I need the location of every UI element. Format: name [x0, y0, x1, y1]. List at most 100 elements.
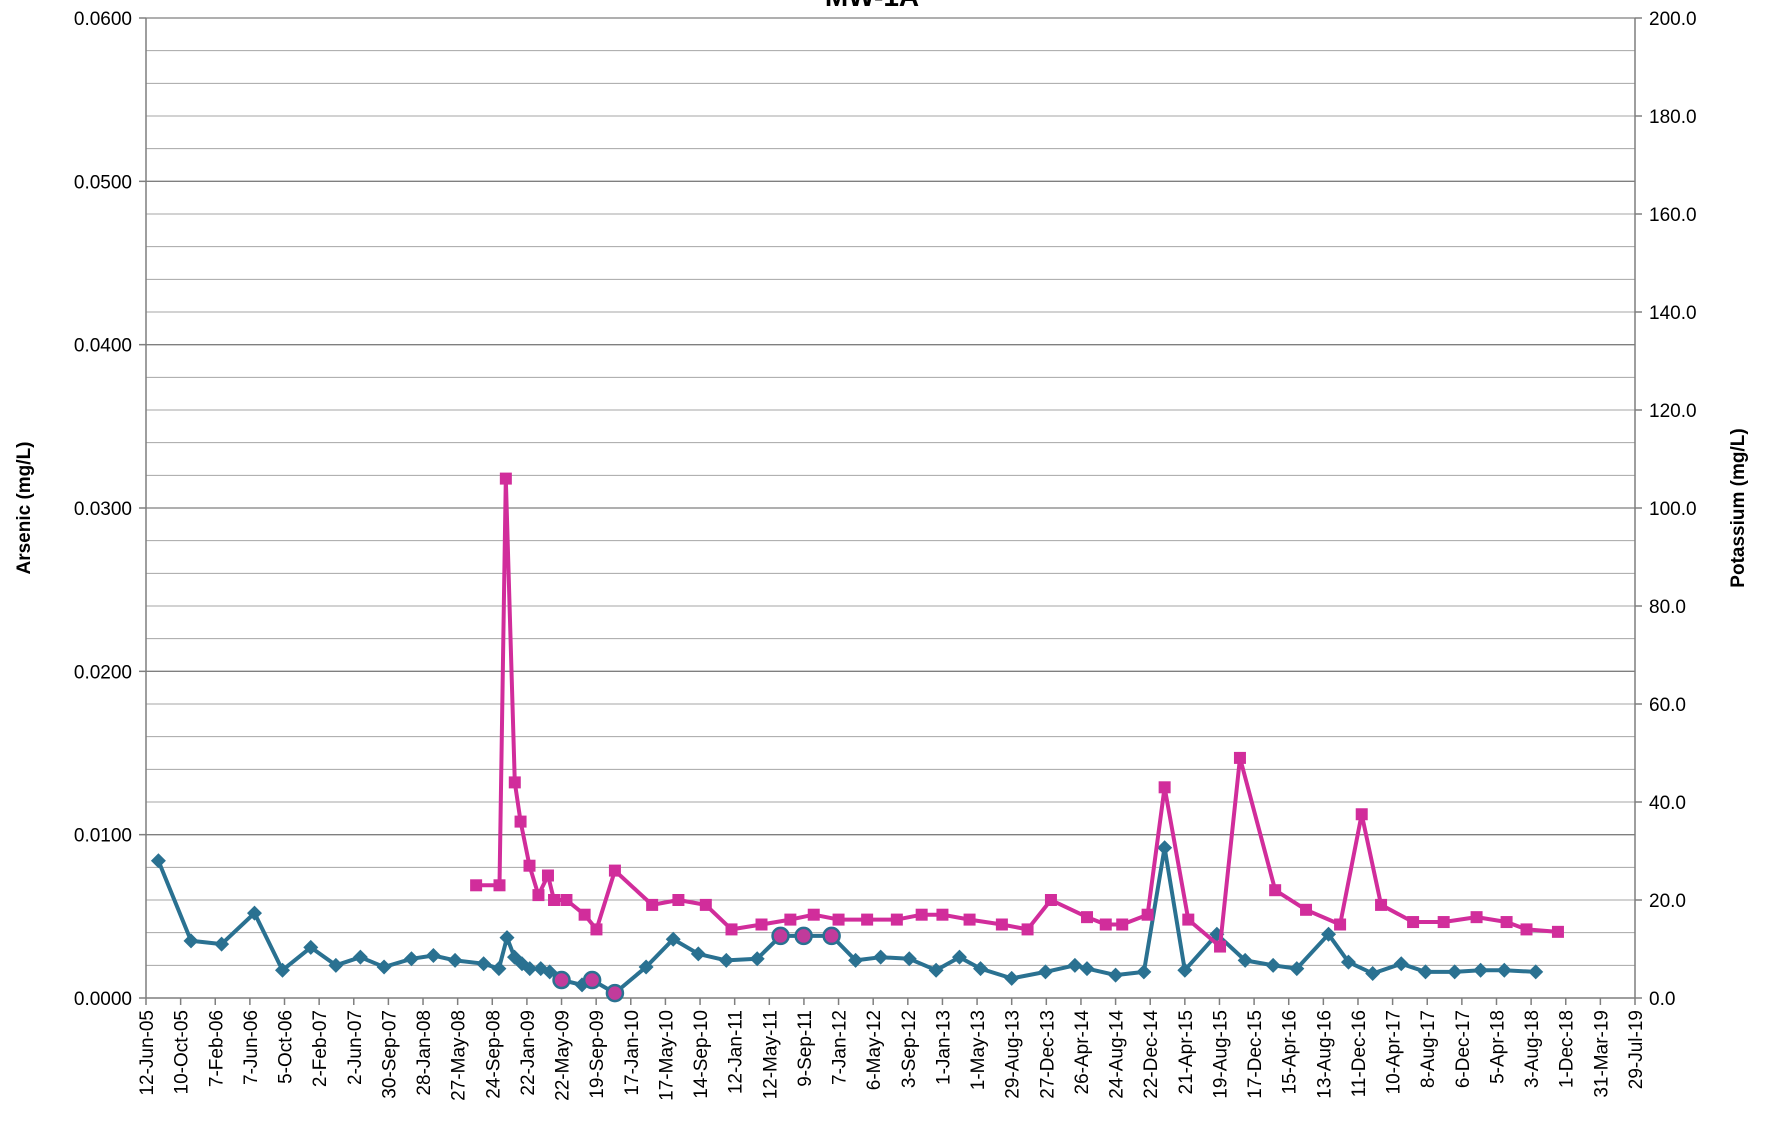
x-tick-label: 7-Jun-06 — [241, 1010, 262, 1085]
right-axis-ticks: 0.0 20.0 40.0 60.0 80.0 100.0 120.0 140.0 160.0 1… — [1635, 9, 1697, 1010]
x-tick-label: 5-Oct-06 — [276, 1010, 297, 1084]
arsenic-point — [1177, 962, 1193, 978]
potassium-point — [1551, 925, 1564, 938]
arsenic-point — [274, 962, 290, 978]
arsenic-point — [1473, 962, 1489, 978]
potassium-point — [470, 879, 483, 892]
arsenic-point — [1067, 957, 1083, 973]
x-tick-label: 2-Jun-07 — [345, 1010, 366, 1085]
x-tick-label: 17-Dec-15 — [1245, 1010, 1266, 1099]
arsenic-point — [1418, 964, 1434, 980]
x-tick-label: 22-Jan-09 — [518, 1010, 539, 1096]
arsenic-point — [1136, 964, 1152, 980]
potassium-point — [493, 879, 506, 892]
x-tick-label: 27-May-08 — [449, 1010, 470, 1101]
right-tick-label: 180.0 — [1649, 107, 1697, 128]
x-tick-label: 24-Sep-08 — [483, 1010, 504, 1099]
arsenic-point — [499, 930, 515, 946]
potassium-point — [1158, 781, 1171, 794]
arsenic-point — [1340, 954, 1356, 970]
potassium-point — [1099, 918, 1112, 931]
x-tick-label: 13-Aug-16 — [1314, 1010, 1335, 1099]
x-tick-label: 22-Dec-14 — [1141, 1010, 1162, 1099]
potassium-point — [1021, 923, 1034, 936]
potassium-point — [1300, 903, 1313, 916]
potassium-point — [672, 894, 685, 906]
x-axis-ticks: 12-Jun-05 10-Oct-05 7-Feb-06 7-Jun-06 5-Oct-… — [137, 998, 1647, 1101]
x-tick-label: 11-Dec-16 — [1349, 1010, 1370, 1097]
arsenic-point — [1365, 966, 1381, 981]
x-tick-label: 12-Jan-11 — [726, 1010, 747, 1094]
arsenic-point — [491, 961, 507, 977]
left-tick-label: 0.0600 — [74, 9, 132, 30]
right-tick-label: 160.0 — [1649, 205, 1697, 226]
potassium-point — [1355, 808, 1368, 821]
x-tick-label: 30-Sep-07 — [379, 1010, 400, 1099]
potassium-point — [578, 908, 591, 921]
arsenic-point — [901, 951, 917, 967]
arsenic-point — [605, 983, 625, 1003]
x-tick-label: 6-May-12 — [864, 1010, 885, 1090]
potassium-point — [560, 894, 573, 906]
arsenic-point — [822, 926, 841, 946]
potassium-point — [890, 913, 903, 926]
potassium-point — [755, 918, 768, 931]
x-tick-label: 12-Jun-05 — [137, 1010, 158, 1096]
arsenic-point — [1393, 956, 1409, 972]
gridlines — [146, 17, 1635, 966]
arsenic-point — [303, 939, 319, 955]
x-tick-label: 2-Feb-07 — [310, 1010, 331, 1087]
right-tick-label: 60.0 — [1649, 695, 1686, 716]
left-tick-label: 0.0100 — [74, 826, 132, 847]
arsenic-point — [447, 952, 463, 968]
arsenic-point — [718, 952, 734, 968]
x-tick-label: 17-May-10 — [656, 1010, 677, 1101]
potassium-point — [1044, 894, 1057, 906]
x-tick-label: 28-Jan-08 — [414, 1010, 435, 1096]
potassium-point — [1334, 918, 1347, 931]
potassium-point — [963, 913, 976, 926]
potassium-point — [936, 908, 949, 921]
x-tick-label: 29-Jul-19 — [1626, 1010, 1647, 1089]
potassium-point — [699, 898, 712, 911]
arsenic-point — [951, 949, 967, 965]
potassium-point — [1520, 923, 1533, 936]
right-tick-label: 40.0 — [1649, 793, 1686, 814]
potassium-point — [590, 923, 603, 936]
arsenic-point — [1108, 967, 1124, 983]
arsenic-point — [1037, 964, 1053, 980]
arsenic-point — [1157, 840, 1173, 856]
potassium-point — [915, 908, 928, 921]
arsenic-point — [352, 949, 368, 965]
x-tick-label: 19-Aug-15 — [1210, 1010, 1231, 1099]
x-tick-label: 19-Sep-09 — [587, 1010, 608, 1099]
arsenic-point — [848, 952, 864, 968]
arsenic-point — [183, 933, 199, 949]
arsenic-point — [749, 951, 765, 967]
right-tick-label: 120.0 — [1649, 401, 1697, 422]
x-tick-label: 17-Jan-10 — [622, 1010, 643, 1096]
potassium-point — [608, 864, 621, 877]
arsenic-point — [771, 926, 790, 946]
x-tick-label: 26-Apr-14 — [1072, 1010, 1093, 1095]
potassium-point — [532, 889, 545, 902]
right-tick-label: 0.0 — [1649, 989, 1675, 1010]
arsenic-point — [665, 931, 681, 947]
x-tick-label: 1-Jan-13 — [933, 1010, 954, 1085]
x-tick-label: 15-Apr-16 — [1280, 1010, 1301, 1095]
potassium-point — [499, 472, 512, 485]
potassium-point — [1081, 911, 1094, 924]
x-tick-label: 14-Sep-10 — [691, 1010, 712, 1099]
arsenic-point — [582, 970, 602, 990]
arsenic-point — [1447, 964, 1463, 980]
x-tick-label: 5-Apr-18 — [1487, 1010, 1508, 1084]
arsenic-point — [1289, 961, 1305, 977]
potassium-point — [1116, 918, 1129, 931]
right-tick-label: 200.0 — [1649, 9, 1697, 30]
right-tick-label: 80.0 — [1649, 597, 1686, 618]
left-axis-ticks: 0.0000 0.0100 0.0200 0.0300 0.0400 0.0500 0.06… — [74, 9, 146, 1010]
potassium-point — [784, 913, 797, 926]
x-tick-label: 10-Apr-17 — [1384, 1010, 1405, 1095]
right-tick-label: 20.0 — [1649, 891, 1686, 912]
x-tick-label: 6-Dec-17 — [1453, 1010, 1474, 1088]
